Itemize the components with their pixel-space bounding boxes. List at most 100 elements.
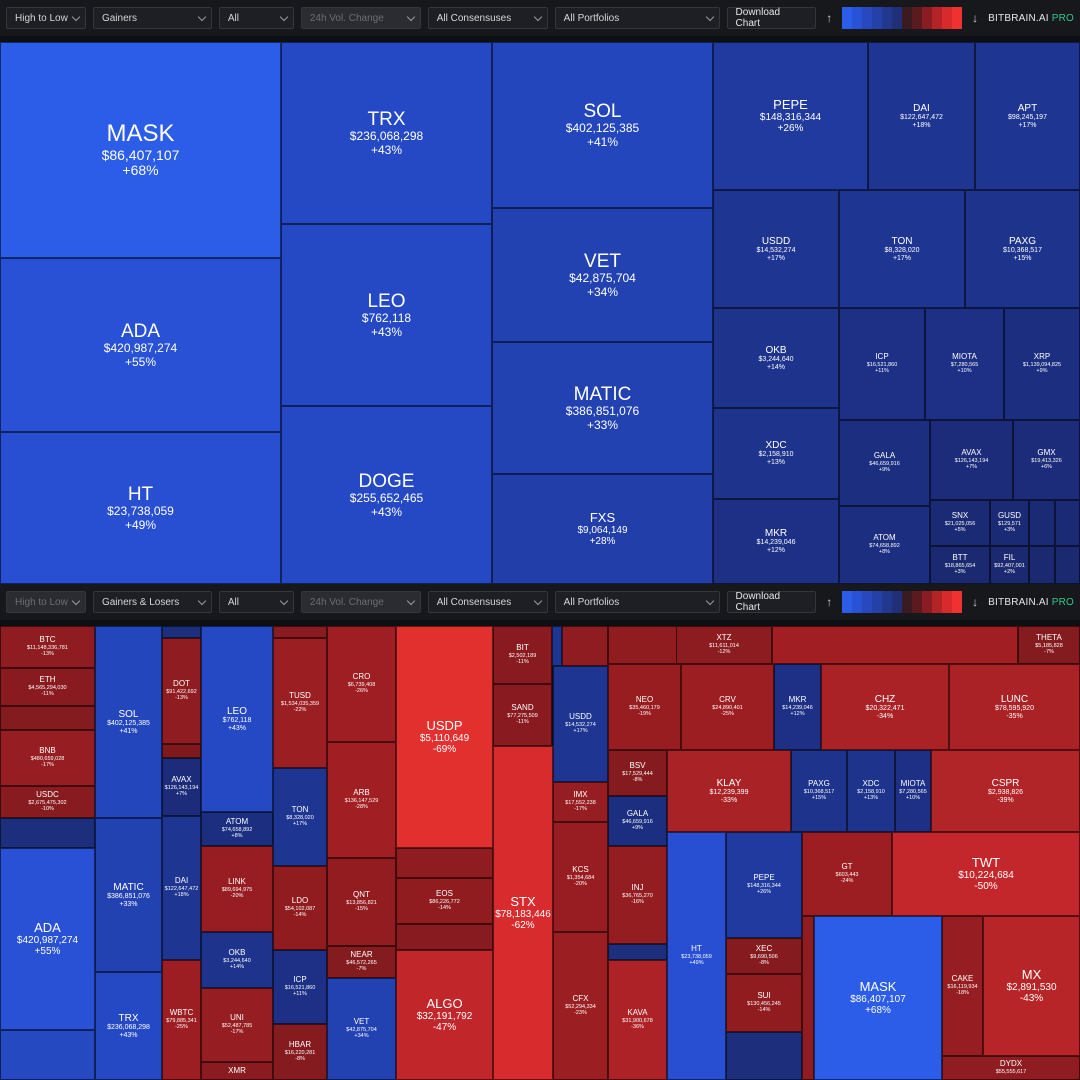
treemap-tile-fil[interactable]: FIL $92,407,001 +2% — [990, 546, 1029, 584]
treemap-tile-twt[interactable]: TWT $10,224,684 -50% — [892, 832, 1080, 916]
treemap-tile-inj[interactable]: INJ $36,765,270 -16% — [608, 846, 667, 944]
treemap-tile-ht[interactable]: HT $23,738,059 +49% — [667, 832, 726, 1080]
treemap-tile[interactable] — [0, 818, 95, 848]
treemap-tile-btt[interactable]: BTT $18,865,654 +3% — [930, 546, 990, 584]
treemap-tile-usdd[interactable]: USDD $14,532,274 +17% — [713, 190, 839, 308]
treemap-tile-dot[interactable]: DOT $91,422,692 -13% — [162, 638, 201, 744]
arrow-up-icon[interactable]: ↑ — [826, 595, 833, 609]
treemap-tile-ada[interactable]: ADA $420,987,274 +55% — [0, 258, 281, 432]
treemap-tile-neo[interactable]: NEO $35,460,179 -19% — [608, 664, 681, 750]
treemap-tile-xtz[interactable]: XTZ $11,611,014 -12% — [676, 626, 772, 664]
treemap-tile-crv[interactable]: CRV $24,890,401 -25% — [681, 664, 774, 750]
treemap-tile-eos[interactable]: EOS $86,226,772 -14% — [396, 878, 493, 924]
sort-select[interactable]: High to Low — [6, 591, 86, 613]
volume-change-select[interactable]: 24h Vol. Change — [300, 591, 421, 613]
treemap-tile-klay[interactable]: KLAY $12,239,399 -33% — [667, 750, 791, 832]
portfolio-select[interactable]: All Portfolios — [554, 7, 720, 29]
treemap-tile-near[interactable]: NEAR $46,572,265 -7% — [327, 946, 396, 978]
treemap-tile-mkr[interactable]: MKR $14,239,046 +12% — [713, 499, 839, 584]
treemap-tile-ldo[interactable]: LDO $54,102,087 -14% — [273, 866, 327, 950]
treemap-tile-gala[interactable]: GALA $46,659,916 +9% — [608, 796, 667, 846]
treemap-tile-usdd[interactable]: USDD $14,532,274 +17% — [553, 666, 608, 782]
treemap-tile-icp[interactable]: ICP $16,521,860 +11% — [273, 950, 327, 1024]
treemap-tile-leo[interactable]: LEO $762,118 +43% — [201, 626, 273, 812]
treemap-tile-dydx[interactable]: DYDX $55,555,617 — [942, 1056, 1080, 1080]
treemap-tile-pepe[interactable]: PEPE $148,316,344 +26% — [713, 42, 868, 190]
treemap-tile[interactable] — [1029, 500, 1055, 546]
treemap-tile[interactable] — [562, 626, 608, 666]
treemap-tile-kcs[interactable]: KCS $1,354,684 -20% — [553, 822, 608, 932]
treemap-tile[interactable] — [1055, 500, 1080, 546]
scope-select[interactable]: All — [218, 7, 294, 29]
treemap-tile-gala[interactable]: GALA $46,659,916 +9% — [839, 420, 930, 506]
treemap-tile[interactable] — [273, 626, 327, 638]
sort-select[interactable]: High to Low — [6, 7, 86, 29]
download-chart-button[interactable]: Download Chart — [726, 7, 817, 29]
treemap-tile-cro[interactable]: CRO $6,739,408 -26% — [327, 626, 396, 742]
treemap-tile-doge[interactable]: DOGE $255,652,465 +43% — [281, 406, 492, 584]
treemap-tile-imx[interactable]: IMX $17,552,238 -17% — [553, 782, 608, 822]
filter-select[interactable]: Gainers — [92, 7, 212, 29]
treemap-tile-miota[interactable]: MIOTA $7,280,565 +10% — [925, 308, 1004, 420]
treemap-tile-xdc[interactable]: XDC $2,158,910 +13% — [847, 750, 895, 832]
treemap-tile-xmr[interactable]: XMR — [201, 1062, 273, 1080]
treemap-tile-snx[interactable]: SNX $21,025,056 +5% — [930, 500, 990, 546]
treemap-tile[interactable] — [162, 626, 201, 638]
treemap-tile-usdp[interactable]: USDP $5,110,649 -69% — [396, 626, 493, 848]
treemap-tile-atom[interactable]: ATOM $74,658,892 +8% — [839, 506, 930, 584]
treemap-tile[interactable] — [396, 924, 493, 950]
treemap-tile-paxg[interactable]: PAXG $10,368,517 +15% — [791, 750, 847, 832]
treemap-tile[interactable] — [726, 1032, 802, 1080]
treemap-tile-dai[interactable]: DAI $122,647,472 +18% — [162, 816, 201, 960]
treemap-tile-matic[interactable]: MATIC $386,851,076 +33% — [492, 342, 713, 474]
treemap-tile-stx[interactable]: STX $78,183,446 -62% — [493, 746, 553, 1080]
treemap-tile-cake[interactable]: CAKE $16,119,934 -18% — [942, 916, 983, 1056]
treemap-tile-gmx[interactable]: GMX $19,413,326 +6% — [1013, 420, 1080, 500]
treemap-tile-ada[interactable]: ADA $420,987,274 +55% — [0, 848, 95, 1030]
arrow-down-icon[interactable]: ↓ — [972, 11, 979, 25]
treemap-tile-sui[interactable]: SUI $130,456,245 -14% — [726, 974, 802, 1032]
treemap-tile-vet[interactable]: VET $42,875,704 +34% — [492, 208, 713, 342]
treemap-tile-avax[interactable]: AVAX $126,143,194 +7% — [162, 758, 201, 816]
treemap-tile-sand[interactable]: SAND $77,275,509 -11% — [493, 684, 552, 746]
treemap-tile-avax[interactable]: AVAX $126,143,194 +7% — [930, 420, 1013, 500]
treemap-tile-btc[interactable]: BTC $11,148,336,781 -13% — [0, 626, 95, 668]
treemap-tile-paxg[interactable]: PAXG $10,368,517 +15% — [965, 190, 1080, 308]
treemap-tile-miota[interactable]: MIOTA $7,280,565 +10% — [895, 750, 931, 832]
treemap-tile-bnb[interactable]: BNB $480,659,028 -17% — [0, 730, 95, 786]
consensus-select[interactable]: All Consensuses — [427, 7, 548, 29]
treemap-tile-matic[interactable]: MATIC $386,851,076 +33% — [95, 818, 162, 972]
brand-logo[interactable]: BITBRAIN.AI PRO — [988, 13, 1074, 24]
treemap-tile-gt[interactable]: GT $603,443 -24% — [802, 832, 892, 916]
treemap-tile-mask[interactable]: MASK $86,407,107 +68% — [0, 42, 281, 258]
treemap-tile-bsv[interactable]: BSV $17,529,444 -8% — [608, 750, 667, 796]
treemap-tile[interactable] — [772, 626, 1018, 664]
treemap-tile-lunc[interactable]: LUNC $78,595,920 -35% — [949, 664, 1080, 750]
treemap-tile-trx[interactable]: TRX $236,068,298 +43% — [95, 972, 162, 1080]
treemap-tile[interactable] — [608, 944, 667, 960]
treemap-tile-mask[interactable]: MASK $86,407,107 +68% — [814, 916, 942, 1080]
treemap-tile-tusd[interactable]: TUSD $1,534,035,359 -22% — [273, 638, 327, 768]
treemap-tile-mkr[interactable]: MKR $14,239,046 +12% — [774, 664, 821, 750]
treemap-tile-ton[interactable]: TON $8,328,020 +17% — [839, 190, 965, 308]
scope-select[interactable]: All — [218, 591, 294, 613]
treemap-tile-arb[interactable]: ARB $136,147,529 -28% — [327, 742, 396, 858]
treemap-tile-gusd[interactable]: GUSD $129,571 +3% — [990, 500, 1029, 546]
treemap-tile-kava[interactable]: KAVA $31,900,678 -36% — [608, 960, 667, 1080]
treemap-tile-sol[interactable]: SOL $402,125,385 +41% — [492, 42, 713, 208]
treemap-tile-mx[interactable]: MX $2,891,530 -43% — [983, 916, 1080, 1056]
treemap-tile-bit[interactable]: BIT $2,502,189 -11% — [493, 626, 552, 684]
treemap-tile[interactable] — [802, 916, 814, 1080]
treemap-tile-okb[interactable]: OKB $3,244,640 +14% — [713, 308, 839, 408]
treemap-tile-ton[interactable]: TON $8,328,020 +17% — [273, 768, 327, 866]
treemap-tile-okb[interactable]: OKB $3,244,640 +14% — [201, 932, 273, 988]
filter-select[interactable]: Gainers & Losers — [92, 591, 212, 613]
treemap-tile[interactable] — [1029, 546, 1055, 584]
treemap-tile-sol[interactable]: SOL $402,125,385 +41% — [95, 626, 162, 818]
arrow-up-icon[interactable]: ↑ — [826, 11, 833, 25]
treemap-tile-chz[interactable]: CHZ $20,322,471 -34% — [821, 664, 949, 750]
treemap-tile-cspr[interactable]: CSPR $2,938,826 -39% — [931, 750, 1080, 832]
brand-logo[interactable]: BITBRAIN.AI PRO — [988, 597, 1074, 608]
treemap-tile-xec[interactable]: XEC $9,690,506 -8% — [726, 938, 802, 974]
treemap-tile[interactable] — [0, 706, 95, 730]
